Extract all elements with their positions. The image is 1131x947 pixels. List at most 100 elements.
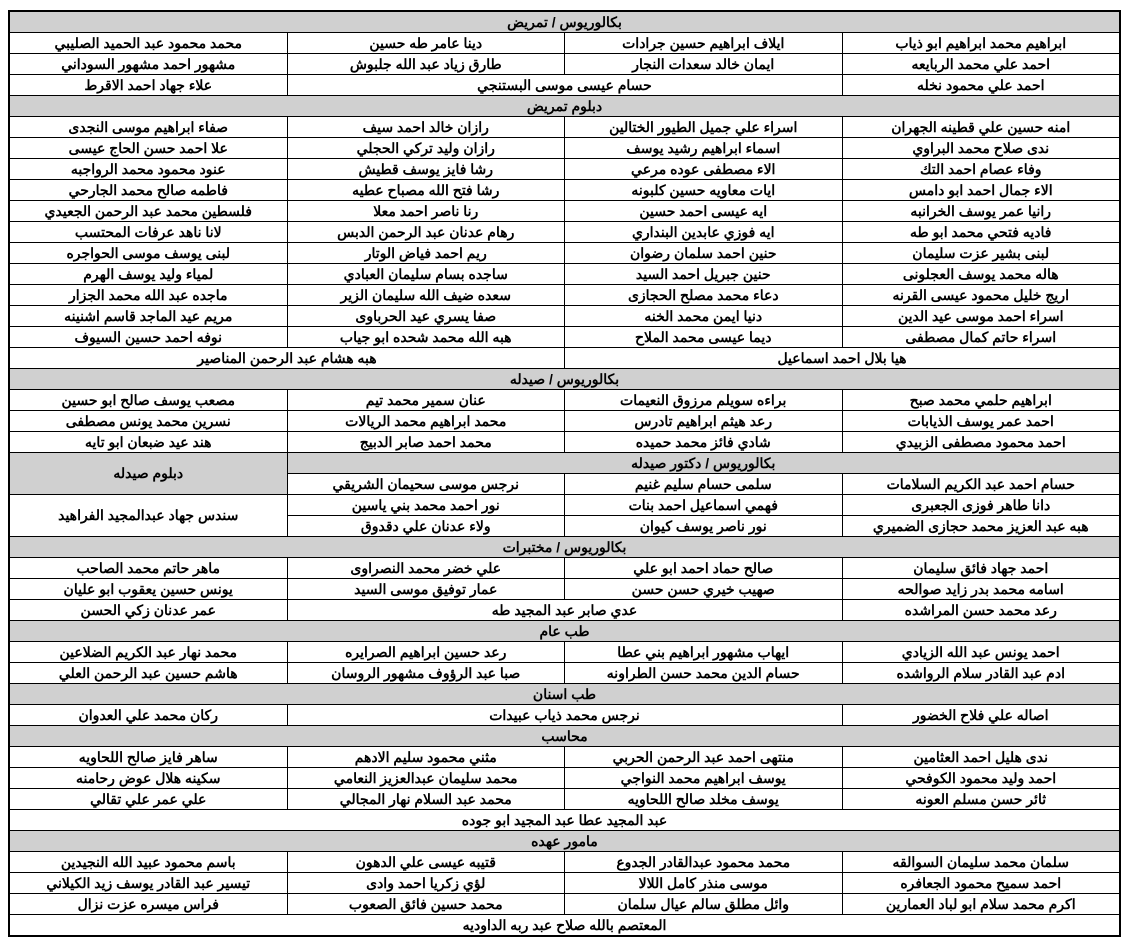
name-cell: حسام احمد عبد الكريم السلامات [842, 474, 1120, 495]
section-header: بكالوريوس / صيدله [10, 369, 1120, 390]
name-cell: سعده ضيف الله سليمان الزير [287, 285, 565, 306]
name-cell: محمد سليمان عبدالعزيز النعامي [287, 768, 565, 789]
name-cell: صالح حماد احمد ابو علي [565, 558, 843, 579]
name-cell: رعد محمد حسن المراشده [842, 600, 1120, 621]
name-cell: هبه عبد العزيز محمد حجازى الضميري [842, 516, 1120, 537]
name-cell: ريم احمد فياض الوتار [287, 243, 565, 264]
name-cell: حنين احمد سلمان رضوان [565, 243, 843, 264]
name-cell: دانا طاهر فوزى الجعبرى [842, 495, 1120, 516]
name-cell: شادي فائز محمد حميده [565, 432, 843, 453]
name-cell: هيا بلال احمد اسماعيل [565, 348, 1120, 369]
name-cell: وائل مطلق سالم عيال سلمان [565, 894, 843, 915]
section-header: بكالوريوس / تمريض [10, 12, 1120, 33]
name-cell: احمد محمود مصطفى الزبيدي [842, 432, 1120, 453]
name-cell: رنا ناصر احمد معلا [287, 201, 565, 222]
name-cell: صهيب خيري حسن حسن [565, 579, 843, 600]
name-cell: صبا عبد الرؤوف مشهور الروسان [287, 663, 565, 684]
name-cell: فهمي اسماعيل احمد بنات [565, 495, 843, 516]
name-cell: هاشم حسين عبد الرحمن العلي [10, 663, 288, 684]
name-cell: يوسف ابراهيم محمد النواجي [565, 768, 843, 789]
name-cell: عدي صابر عبد المجيد طه [287, 600, 842, 621]
name-cell: علي عمر علي تقالي [10, 789, 288, 810]
name-cell: دعاء محمد مصلح الحجازى [565, 285, 843, 306]
name-cell: نور احمد محمد بني ياسين [287, 495, 565, 516]
name-cell: محمد عبد السلام نهار المجالي [287, 789, 565, 810]
section-header: طب عام [10, 621, 1120, 642]
name-cell: صفا يسري عيد الحرباوى [287, 306, 565, 327]
section-header: بكالوريوس / مختبرات [10, 537, 1120, 558]
section-header: دبلوم تمريض [10, 96, 1120, 117]
name-cell: عبد المجيد عطا عبد المجيد ابو جوده [10, 810, 1120, 831]
name-cell: فاطمه صالح محمد الجارحي [10, 180, 288, 201]
name-cell: تيسير عبد القادر يوسف زيد الكيلاني [10, 873, 288, 894]
name-cell: هبه هشام عبد الرحمن المناصير [10, 348, 565, 369]
name-cell: ايه عيسى احمد حسين [565, 201, 843, 222]
name-cell: رهام عدنان عبد الرحمن الدبس [287, 222, 565, 243]
name-cell: دنيا ايمن محمد الخنه [565, 306, 843, 327]
name-cell: هاله محمد يوسف العجلونى [842, 264, 1120, 285]
name-cell: فاديه فتحي محمد ابو طه [842, 222, 1120, 243]
name-cell: رشا فتح الله مصباح عطيه [287, 180, 565, 201]
name-cell: ولاء عدنان علي دقدوق [287, 516, 565, 537]
name-cell: رازان خالد احمد سيف [287, 117, 565, 138]
name-cell: عنود محمود محمد الرواجبه [10, 159, 288, 180]
name-cell: عمار توفيق موسى السيد [287, 579, 565, 600]
name-cell: احمد يونس عبد الله الزيادي [842, 642, 1120, 663]
name-cell: حسام عيسى موسى البستنجي [287, 75, 842, 96]
name-cell: ماهر حاتم محمد الصاحب [10, 558, 288, 579]
name-cell: محمد احمد صابر الدبيج [287, 432, 565, 453]
name-cell: نسرين محمد يونس مصطفى [10, 411, 288, 432]
name-cell: اسماء ابراهيم رشيد يوسف [565, 138, 843, 159]
name-cell: فراس ميسره عزت نزال [10, 894, 288, 915]
name-cell: رانيا عمر يوسف الخرانبه [842, 201, 1120, 222]
name-cell: ساجده بسام سليمان العبادي [287, 264, 565, 285]
name-cell: اسامه محمد بدر زايد صوالحه [842, 579, 1120, 600]
names-table: بكالوريوس / تمريضابراهيم محمد ابراهيم اب… [9, 11, 1120, 936]
name-cell: براءه سويلم مرزوق النعيمات [565, 390, 843, 411]
name-cell: سلمان محمد سليمان السوالقه [842, 852, 1120, 873]
name-cell: ايمان خالد سعدات النجار [565, 54, 843, 75]
name-cell: ايلاف ابراهيم حسين جرادات [565, 33, 843, 54]
name-cell: ابراهيم محمد ابراهيم ابو ذياب [842, 33, 1120, 54]
name-cell: علي خضر محمد النصراوى [287, 558, 565, 579]
name-cell: سندس جهاد عبدالمجيد الفراهيد [10, 495, 288, 537]
name-cell: طارق زياد عبد الله جلبوش [287, 54, 565, 75]
name-cell: رشا فايز يوسف قطيش [287, 159, 565, 180]
name-cell: اسراء حاتم كمال مصطفى [842, 327, 1120, 348]
name-cell: ايات معاويه حسين كلبونه [565, 180, 843, 201]
name-cell: المعتصم بالله صلاح عبد ربه الداوديه [10, 915, 1120, 936]
name-cell: علا احمد حسن الحاج عيسى [10, 138, 288, 159]
name-cell: ساهر فايز صالح اللحاويه [10, 747, 288, 768]
name-cell: لبنى بشير عزت سليمان [842, 243, 1120, 264]
name-cell: محمد نهار عبد الكريم الضلاعين [10, 642, 288, 663]
name-cell: موسى منذر كامل اللالا [565, 873, 843, 894]
section-header: دبلوم صيدله [10, 453, 288, 495]
name-cell: اصاله علي فلاح الخضور [842, 705, 1120, 726]
name-cell: علاء جهاد احمد الاقرط [10, 75, 288, 96]
name-cell: ندى هليل احمد العثامين [842, 747, 1120, 768]
name-cell: دينا عامر طه حسين [287, 33, 565, 54]
name-cell: لانا ناهد عرفات المحتسب [10, 222, 288, 243]
name-cell: احمد علي محمد الربايعه [842, 54, 1120, 75]
section-header: محاسب [10, 726, 1120, 747]
name-cell: ركان محمد علي العدوان [10, 705, 288, 726]
section-header: طب اسنان [10, 684, 1120, 705]
name-cell: ايه فوزي عابدين البنداري [565, 222, 843, 243]
name-cell: فلسطين محمد عبد الرحمن الجعيدي [10, 201, 288, 222]
name-cell: احمد سميح محمود الجعافره [842, 873, 1120, 894]
name-cell: نوفه احمد حسين السيوف [10, 327, 288, 348]
name-cell: لؤي زكريا احمد وادى [287, 873, 565, 894]
name-cell: محمد ابراهيم محمد الريالات [287, 411, 565, 432]
name-cell: اكرم محمد سلام ابو لباد العمارين [842, 894, 1120, 915]
name-cell: منتهى احمد عبد الرحمن الحربي [565, 747, 843, 768]
name-cell: حسام الدين محمد حسن الطراونه [565, 663, 843, 684]
names-table-container: بكالوريوس / تمريضابراهيم محمد ابراهيم اب… [8, 10, 1121, 937]
name-cell: باسم محمود عبيد الله النجيدين [10, 852, 288, 873]
name-cell: عنان سمير محمد تيم [287, 390, 565, 411]
name-cell: الاء مصطفى عوده مرعي [565, 159, 843, 180]
name-cell: احمد عمر يوسف الذيابات [842, 411, 1120, 432]
name-cell: اسراء احمد موسى عيد الدين [842, 306, 1120, 327]
name-cell: هند عيد ضبعان ابو تايه [10, 432, 288, 453]
name-cell: سكينه هلال عوض رحامنه [10, 768, 288, 789]
name-cell: يوسف مخلد صالح اللحاويه [565, 789, 843, 810]
